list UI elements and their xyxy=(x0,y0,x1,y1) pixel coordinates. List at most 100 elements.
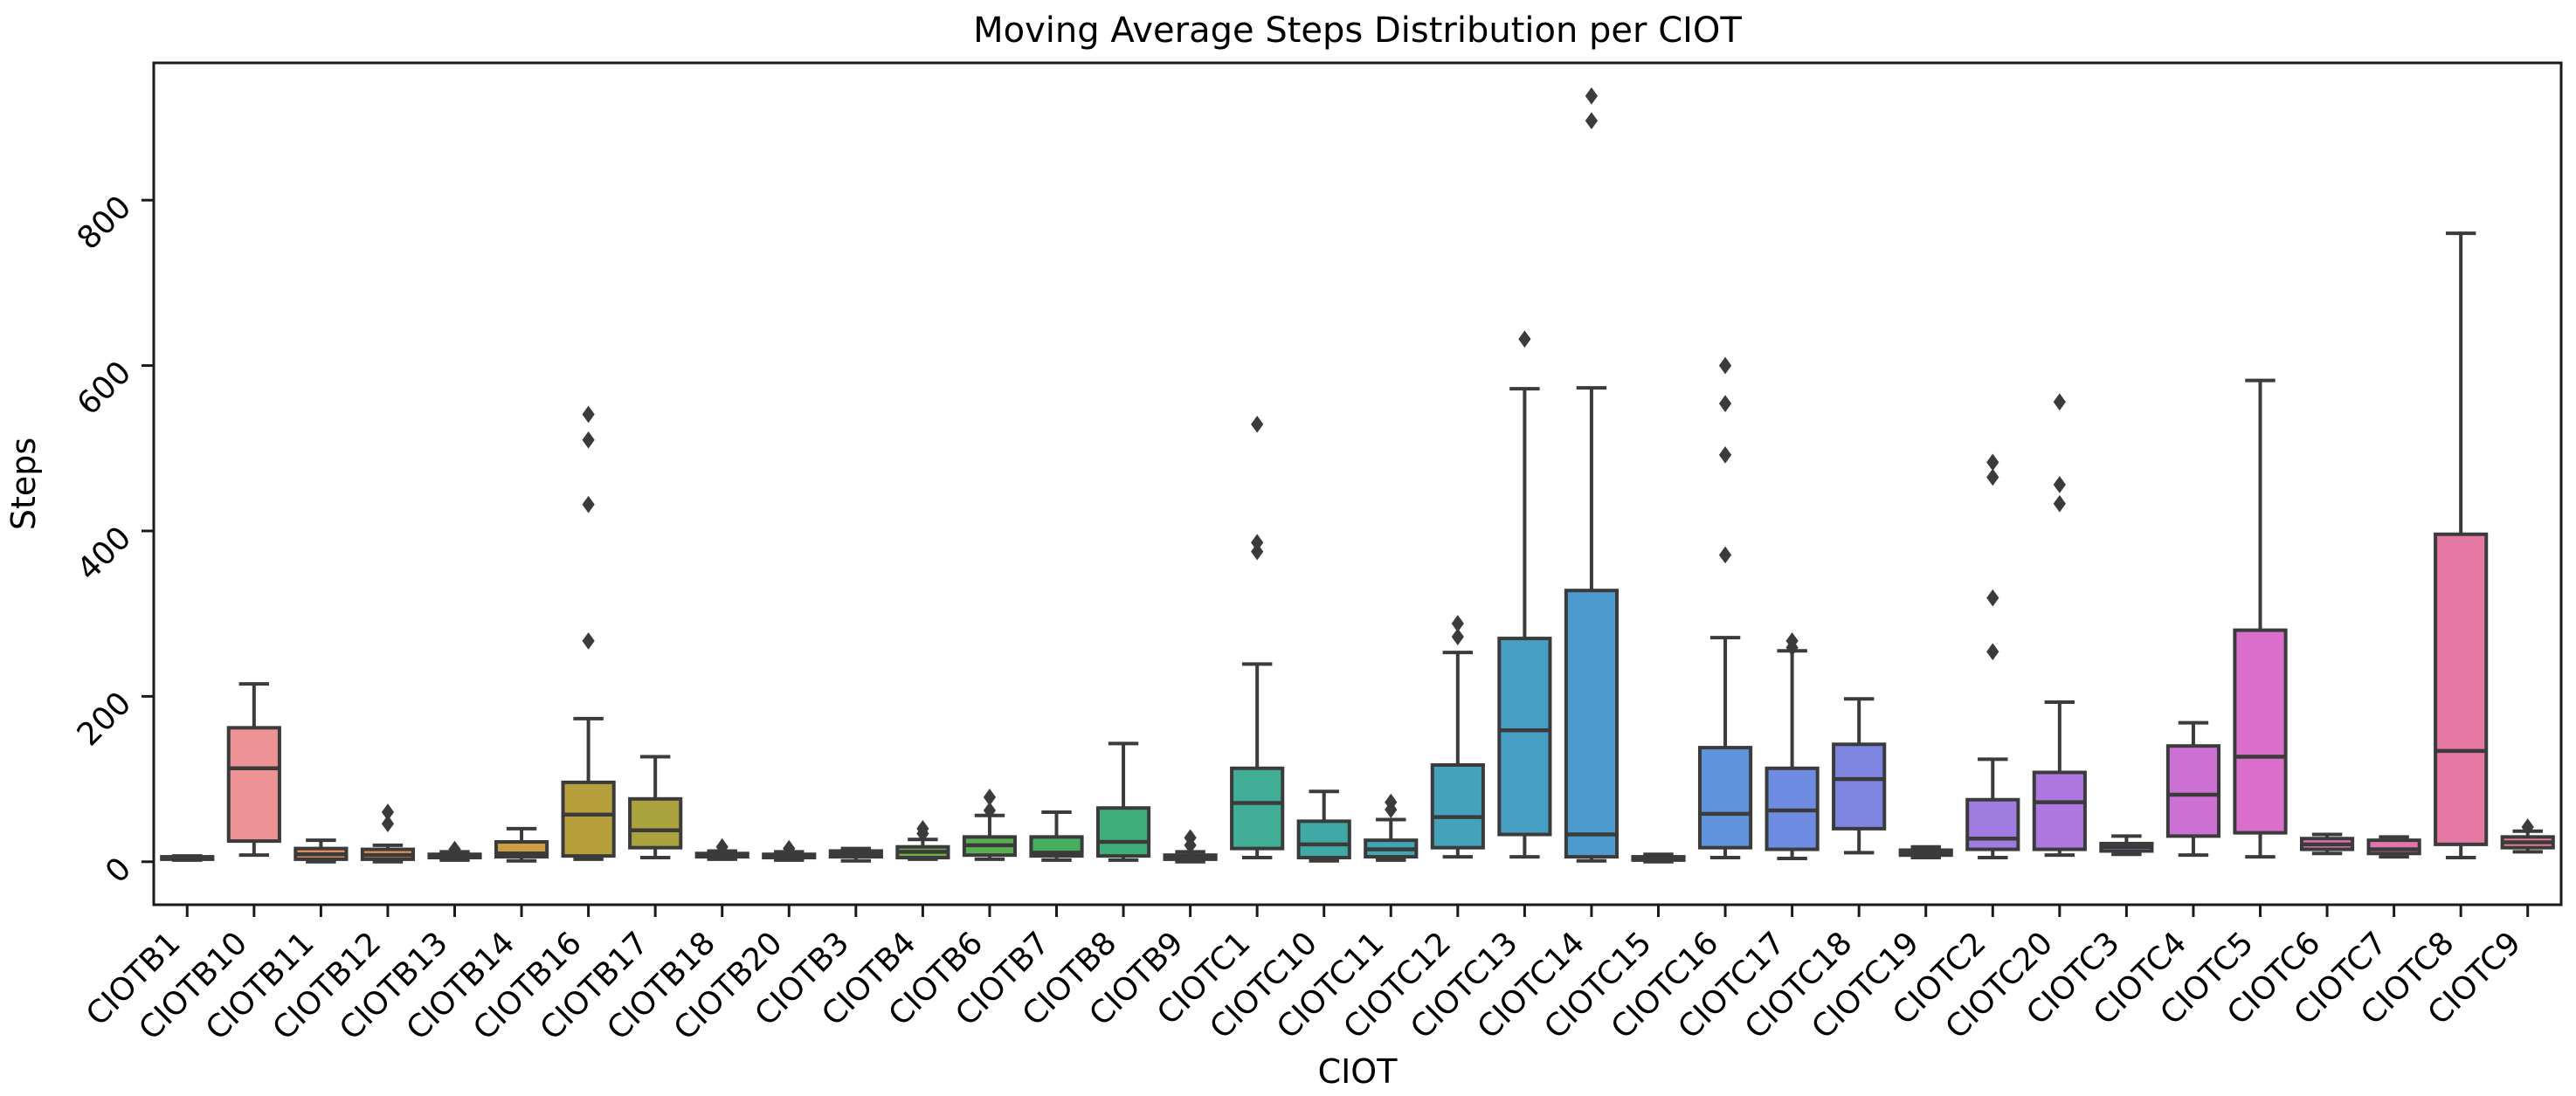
box-CIOTB18 xyxy=(694,838,749,861)
iqr-box xyxy=(1230,766,1285,851)
y-tick-label: 400 xyxy=(71,520,139,588)
outlier-diamond xyxy=(715,838,729,856)
outlier-diamond xyxy=(1251,415,1264,433)
y-tick-label: 600 xyxy=(71,355,139,423)
outlier-diamond xyxy=(1251,542,1264,561)
iqr-box xyxy=(2233,628,2288,835)
box-CIOTC18 xyxy=(1832,697,1887,855)
box-CIOTC14 xyxy=(1564,87,1619,863)
outlier-diamond xyxy=(582,431,595,449)
iqr-box xyxy=(628,796,683,850)
outlier-diamond xyxy=(1518,330,1531,348)
outlier-diamond xyxy=(1585,112,1599,130)
box-CIOTB13 xyxy=(427,840,482,862)
outlier-diamond xyxy=(381,803,395,821)
box-CIOTC12 xyxy=(1430,615,1485,859)
box-CIOTC10 xyxy=(1296,789,1351,863)
outlier-diamond xyxy=(582,632,595,650)
box-CIOTB9 xyxy=(1163,829,1218,864)
box-CIOTB14 xyxy=(494,826,549,863)
outlier-diamond xyxy=(1585,87,1599,105)
box-CIOTC11 xyxy=(1364,793,1419,862)
box-CIOTC6 xyxy=(2299,832,2355,856)
outlier-diamond xyxy=(2521,818,2534,836)
iqr-box xyxy=(1832,742,1887,831)
outlier-diamond xyxy=(1184,829,1197,847)
box-CIOTB4 xyxy=(895,820,950,861)
box-CIOTC7 xyxy=(2366,835,2421,859)
y-axis-label: Steps xyxy=(4,438,43,530)
box-CIOTB3 xyxy=(828,846,883,863)
plot-area: 0200400600800CIOTB1CIOTB10CIOTB11CIOTB12… xyxy=(71,61,2563,1047)
outlier-diamond xyxy=(2053,393,2066,411)
outlier-diamond xyxy=(1986,468,1999,486)
outlier-diamond xyxy=(1718,446,1732,464)
box-CIOTC2 xyxy=(1965,453,2020,860)
box-CIOTC5 xyxy=(2233,378,2288,859)
box-CIOTB17 xyxy=(628,755,683,860)
iqr-box xyxy=(1430,762,1485,850)
iqr-box xyxy=(2165,744,2221,838)
outlier-diamond xyxy=(1986,643,1999,661)
outlier-diamond xyxy=(582,405,595,424)
box-CIOTB11 xyxy=(294,838,349,864)
box-CIOTC4 xyxy=(2165,720,2221,858)
iqr-box xyxy=(1497,637,1552,837)
iqr-box xyxy=(1965,797,2020,851)
outlier-diamond xyxy=(1785,632,1799,650)
outlier-diamond xyxy=(1385,793,1398,811)
box-CIOTC19 xyxy=(1898,844,1953,860)
outlier-diamond xyxy=(916,820,929,838)
box-CIOTB7 xyxy=(1029,810,1084,862)
y-tick-label: 800 xyxy=(71,190,139,258)
outlier-diamond xyxy=(1718,395,1732,412)
outlier-diamond xyxy=(1986,589,1999,607)
box-CIOTC1 xyxy=(1230,415,1285,860)
iqr-box xyxy=(226,726,281,844)
y-tick-label: 0 xyxy=(99,851,138,890)
box-CIOTC3 xyxy=(2099,834,2154,857)
outlier-diamond xyxy=(2053,494,2066,513)
iqr-box xyxy=(1697,746,1753,850)
outlier-diamond xyxy=(1451,628,1464,646)
box-CIOTB1 xyxy=(160,854,215,862)
outlier-diamond xyxy=(582,495,595,514)
outlier-diamond xyxy=(2053,476,2066,493)
plot-frame xyxy=(152,61,2563,906)
y-tick-label: 200 xyxy=(71,686,139,754)
outlier-diamond xyxy=(1718,356,1732,375)
outlier-diamond xyxy=(381,815,395,833)
box-CIOTB6 xyxy=(962,789,1018,861)
iqr-box xyxy=(1095,806,1151,858)
box-CIOTB8 xyxy=(1095,741,1151,862)
iqr-box xyxy=(2434,532,2489,846)
box-CIOTC16 xyxy=(1697,356,1753,860)
outlier-diamond xyxy=(1718,546,1732,564)
iqr-box xyxy=(2032,770,2087,851)
outlier-diamond xyxy=(983,789,997,806)
box-CIOTB12 xyxy=(360,803,416,864)
iqr-box xyxy=(1564,589,1619,859)
iqr-box xyxy=(1296,819,1351,860)
outlier-diamond xyxy=(983,802,997,819)
outlier-diamond xyxy=(1451,615,1464,632)
outlier-diamond xyxy=(783,839,796,858)
box-CIOTC17 xyxy=(1765,632,1820,860)
box-CIOTC15 xyxy=(1631,852,1686,864)
x-axis-label: CIOT xyxy=(1318,1052,1398,1091)
box-CIOTC9 xyxy=(2500,818,2555,854)
box-CIOTB10 xyxy=(226,682,281,858)
box-CIOTC8 xyxy=(2434,231,2489,860)
box-CIOTC13 xyxy=(1497,330,1552,859)
box-CIOTB16 xyxy=(561,405,616,861)
outlier-diamond xyxy=(448,840,461,858)
outlier-diamond xyxy=(1251,534,1264,552)
chart-title: Moving Average Steps Distribution per CI… xyxy=(973,10,1742,51)
iqr-box xyxy=(2366,838,2421,856)
box-CIOTB20 xyxy=(762,839,817,862)
box-CIOTC20 xyxy=(2032,393,2087,858)
iqr-box xyxy=(561,780,616,858)
outlier-diamond xyxy=(1986,453,1999,472)
